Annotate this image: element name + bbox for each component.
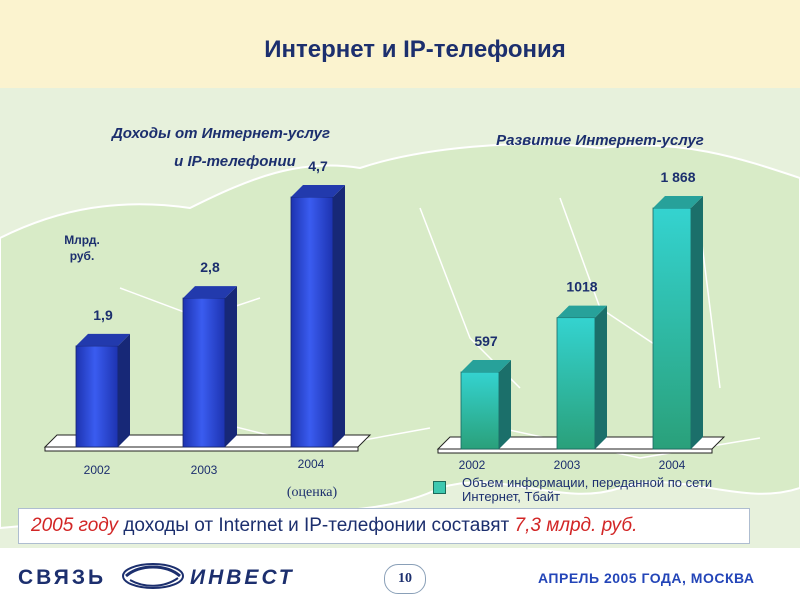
header-band bbox=[0, 0, 800, 88]
bar-2004 bbox=[290, 196, 334, 448]
page-title: Интернет и IP-телефония bbox=[264, 36, 566, 63]
left-chart-ylabel: Млрд. руб. bbox=[52, 232, 112, 264]
estimate-annotation: (оценка) bbox=[286, 485, 338, 500]
bar-top-2002 bbox=[76, 333, 130, 346]
legend-line1: Объем информации, переданной по сети bbox=[462, 475, 713, 490]
summary-amount: 7,3 млрд. руб. bbox=[514, 515, 638, 536]
chart-floor-edge bbox=[437, 448, 713, 454]
legend-line2: Интернет, Тбайт bbox=[462, 489, 561, 504]
tick-label-2004: 2004 bbox=[298, 457, 325, 471]
bar-top-2003 bbox=[557, 305, 607, 318]
tick-label-2004: 2004 bbox=[659, 458, 686, 472]
bar-top-2002 bbox=[461, 359, 511, 372]
value-label-2004: 1 868 bbox=[660, 169, 695, 185]
bar-2003 bbox=[556, 317, 596, 450]
bar-2004 bbox=[652, 207, 692, 450]
legend-text: Объем информации, переданной по сети Инт… bbox=[462, 476, 782, 504]
bar-side-2003 bbox=[225, 286, 237, 447]
tick-label-2003: 2003 bbox=[554, 458, 581, 472]
ylabel-line1: Млрд. bbox=[64, 233, 100, 247]
right-chart: 597 2002 1018 2003 1 868 2004 bbox=[436, 169, 726, 472]
bar-side-2003 bbox=[595, 305, 607, 449]
summary-box: 2005 году доходы от Internet и IP-телефо… bbox=[18, 508, 750, 544]
footer-event: АПРЕЛЬ 2005 ГОДА, МОСКВА bbox=[538, 570, 755, 586]
bar-2002 bbox=[460, 371, 500, 450]
summary-text: доходы от Internet и IP-телефонии состав… bbox=[118, 515, 515, 536]
ylabel-line2: руб. bbox=[69, 249, 95, 263]
page-number: 10 bbox=[384, 564, 426, 594]
bar-2002 bbox=[75, 345, 119, 448]
legend-swatch bbox=[433, 481, 446, 494]
tick-label-2002: 2002 bbox=[84, 463, 111, 477]
left-chart-title-line1: Доходы от Интернет-услуг bbox=[111, 125, 331, 142]
bar-side-2004 bbox=[691, 196, 703, 449]
logo-text-left: СВЯЗЬ bbox=[18, 566, 107, 589]
bar-top-2003 bbox=[183, 286, 237, 299]
bar-top-2004 bbox=[291, 185, 345, 197]
bar-side-2002 bbox=[118, 333, 130, 447]
value-label-2003: 1018 bbox=[566, 279, 597, 295]
bar-side-2004 bbox=[333, 185, 345, 447]
value-label-2003: 2,8 bbox=[200, 259, 220, 275]
right-chart-title: Развитие Интернет-услуг bbox=[496, 132, 704, 149]
summary-year: 2005 году bbox=[31, 515, 119, 536]
value-label-2002: 1,9 bbox=[93, 307, 113, 323]
bar-2003 bbox=[182, 297, 226, 448]
left-chart-title-line2: и IP-телефонии bbox=[174, 153, 296, 170]
logo-text-right: ИНВЕСТ bbox=[190, 566, 295, 589]
value-label-2002: 597 bbox=[474, 333, 498, 349]
value-label-2004: 4,7 bbox=[308, 158, 328, 174]
tick-label-2002: 2002 bbox=[459, 458, 486, 472]
bar-top-2004 bbox=[653, 196, 703, 208]
tick-label-2003: 2003 bbox=[191, 463, 218, 477]
bar-side-2002 bbox=[499, 359, 511, 449]
company-logo-icon bbox=[122, 563, 184, 589]
left-chart: 1,9 2002 2,8 2003 4,7 2004 bbox=[43, 158, 372, 477]
chart-floor-edge bbox=[44, 446, 359, 452]
